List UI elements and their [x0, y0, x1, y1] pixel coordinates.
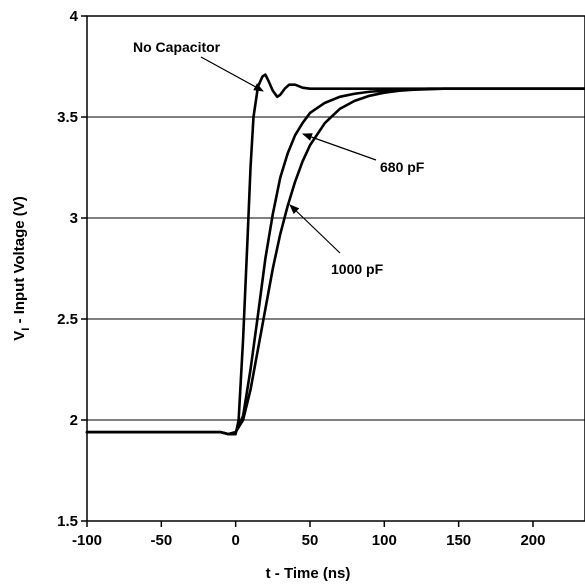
y-axis-title: VI - Input Voltage (V) — [11, 196, 32, 340]
y-axis-title-subscript: I — [20, 328, 32, 331]
x-tick-label: -50 — [150, 532, 172, 549]
y-tick-label: 3.5 — [57, 109, 78, 126]
axis-ticks: 1.5 2 2.5 3 3.5 4 -100 -50 0 50 100 150 200 — [57, 8, 545, 549]
x-tick-label: 0 — [231, 532, 239, 549]
annotation-label: 1000 pF — [331, 261, 384, 277]
annotations: No Capacitor 680 pF 1000 pF — [133, 39, 425, 277]
x-tick-label: 150 — [446, 532, 471, 549]
series-line-1000-pf — [85, 87, 585, 436]
y-tick-label: 1.5 — [57, 513, 78, 530]
series-lines — [85, 73, 585, 436]
x-tick-label: 50 — [302, 532, 319, 549]
plot-frame — [86, 15, 585, 522]
x-axis-title: t - Time (ns) — [266, 565, 351, 582]
series-line-no-capacitor — [85, 73, 585, 436]
y-axis-title-rest: - Input Voltage (V) — [11, 196, 28, 327]
annotation-arrow — [289, 204, 341, 254]
x-tick-label: 100 — [372, 532, 397, 549]
annotation-label: No Capacitor — [133, 39, 221, 55]
y-tick-label: 2.5 — [57, 311, 78, 328]
y-tick-label: 2 — [70, 412, 78, 429]
annotation-arrow — [302, 133, 377, 161]
x-tick-label: -100 — [72, 532, 102, 549]
annotation-label: 680 pF — [380, 159, 425, 175]
annotation-arrow — [200, 56, 264, 92]
y-tick-label: 3 — [70, 210, 78, 227]
x-tick-label: 200 — [520, 532, 545, 549]
y-tick-label: 4 — [70, 8, 79, 25]
y-axis-title-main: V — [11, 331, 28, 341]
